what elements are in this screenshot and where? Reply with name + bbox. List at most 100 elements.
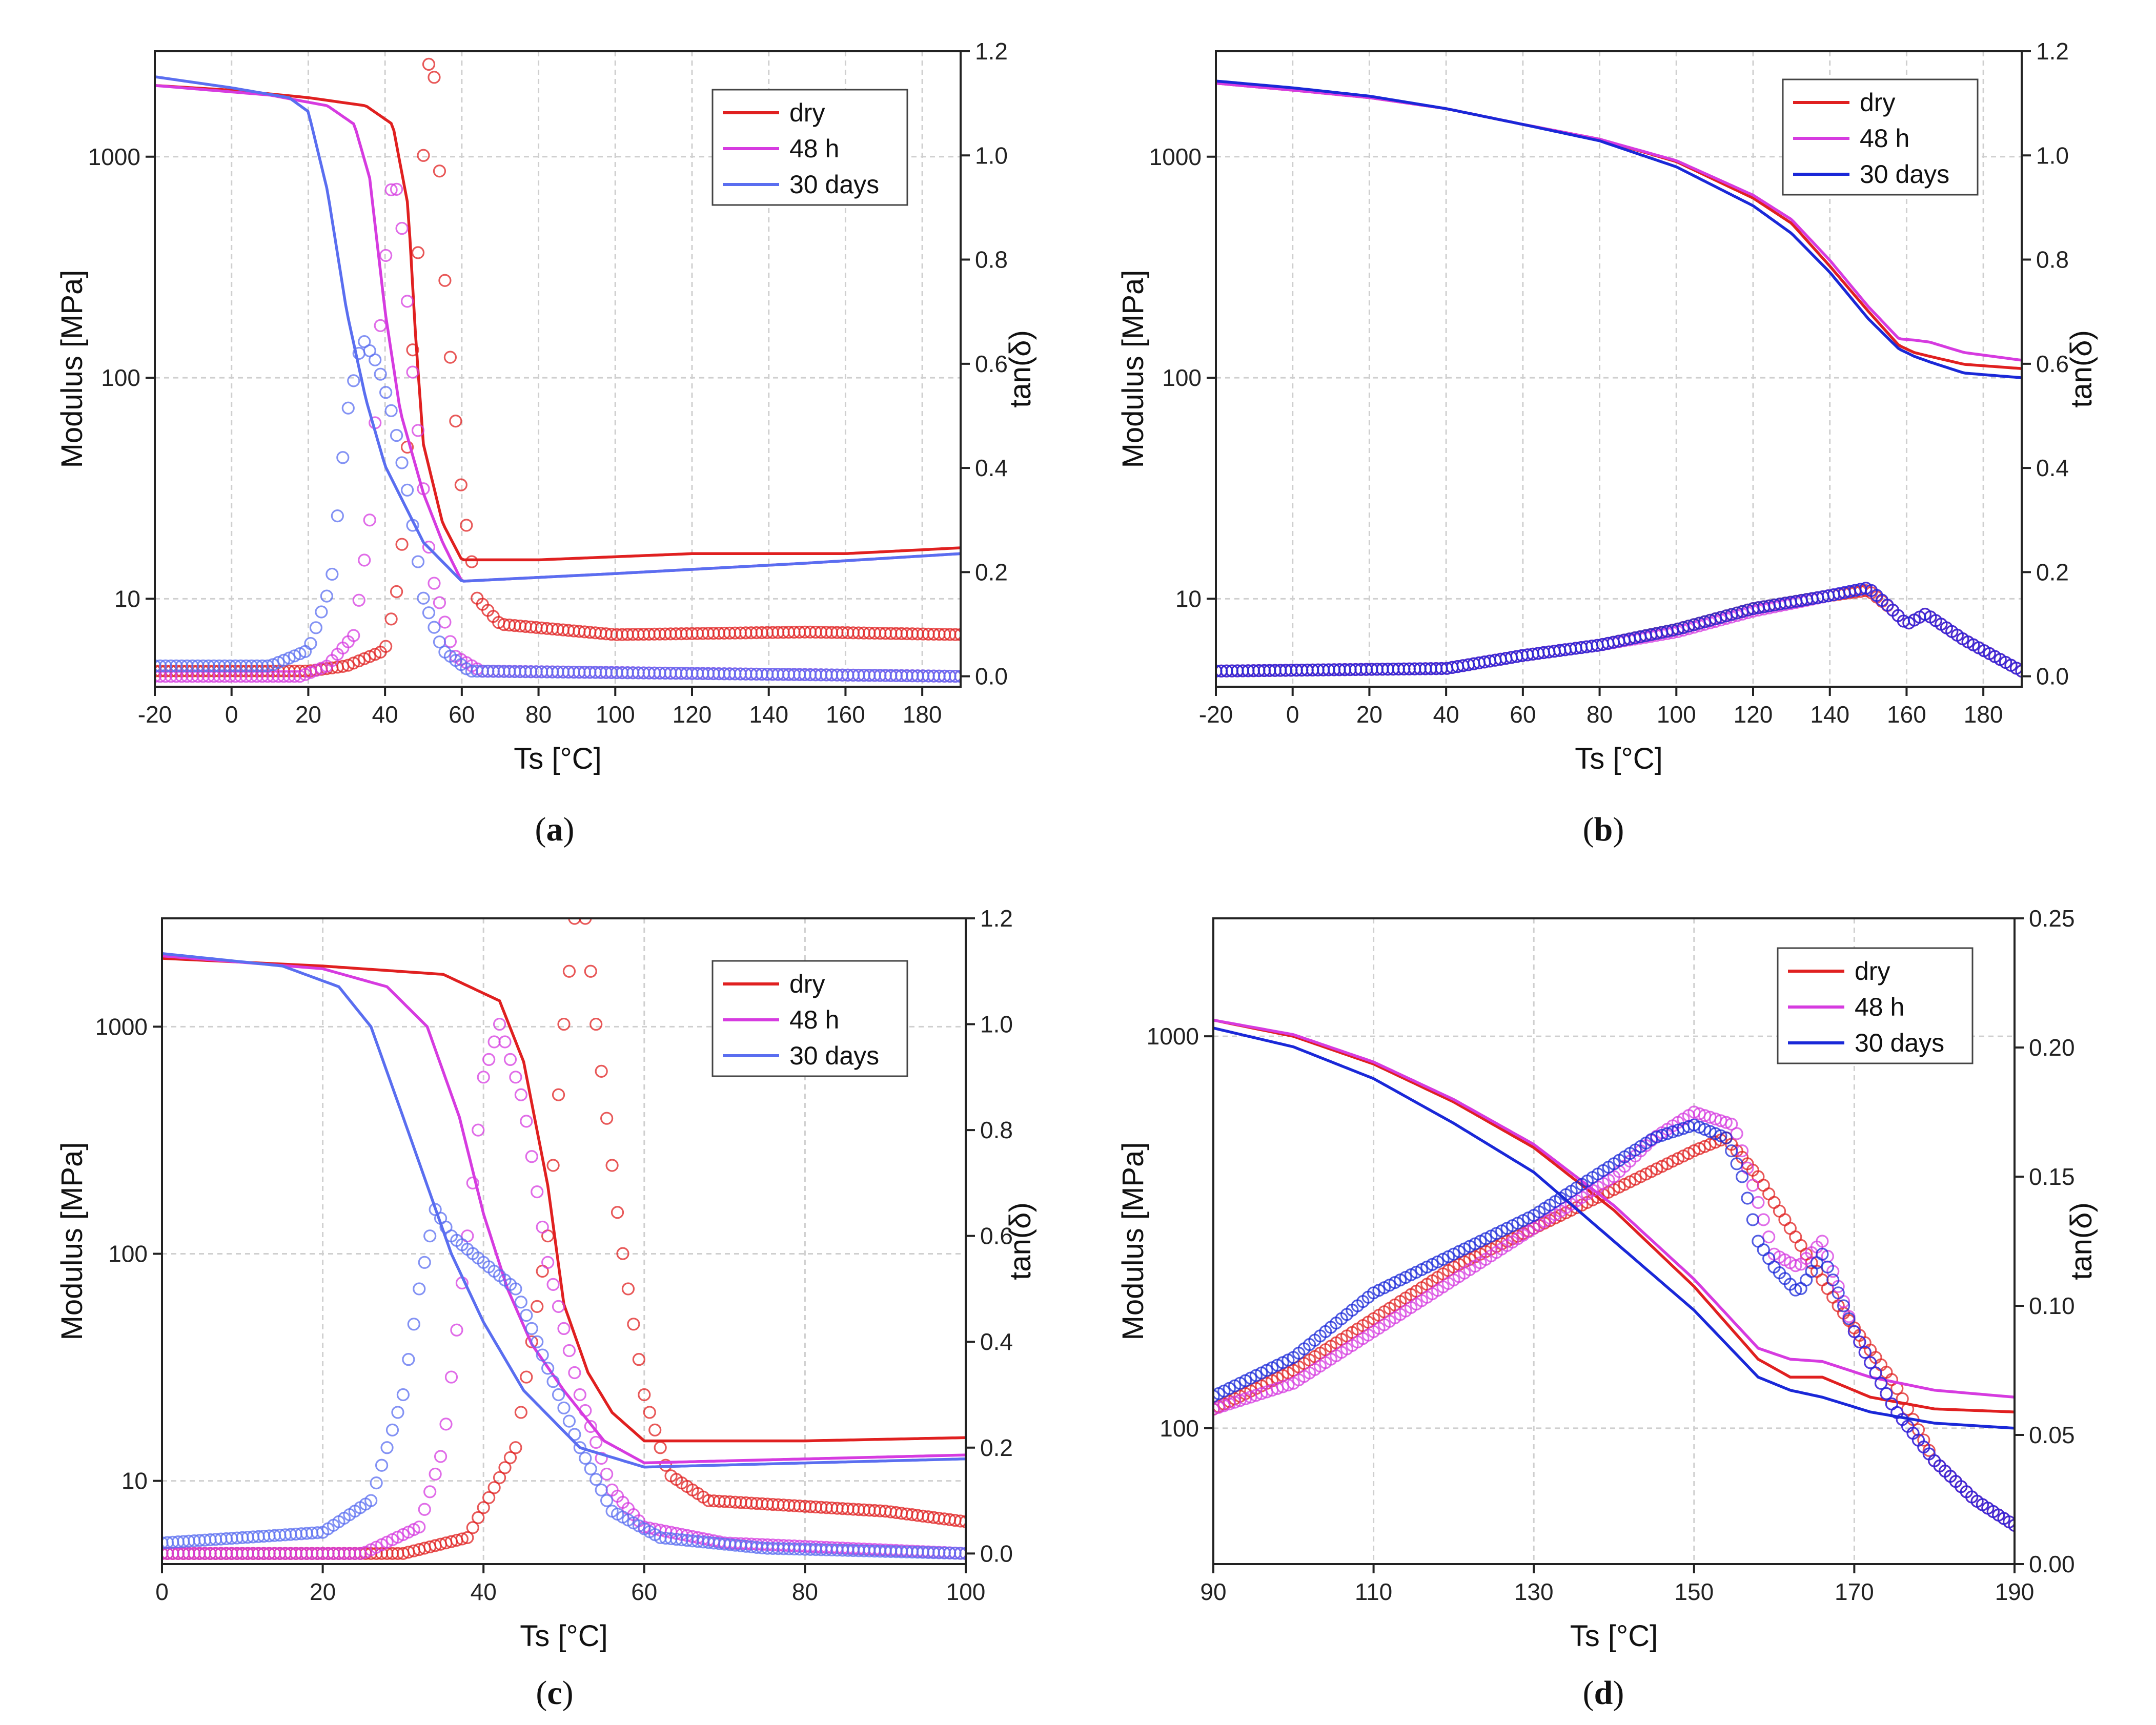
caption-letter: a <box>546 811 563 848</box>
tan-delta-point <box>438 615 452 629</box>
tan-delta-point <box>1730 1127 1743 1140</box>
tan-delta-point <box>536 1348 549 1362</box>
plot-frame <box>1215 50 2023 688</box>
tan-delta-point <box>455 1532 469 1546</box>
tan-delta-point <box>1917 1433 1930 1447</box>
tan-delta-point <box>953 1547 966 1560</box>
y2-tick-label: 0.2 <box>980 1434 1013 1461</box>
x-axis-title: Ts [°C] <box>520 1619 607 1653</box>
y2-tick-label: 0.0 <box>980 1540 1013 1567</box>
tan-delta-point <box>400 483 414 497</box>
y-tick-label: 100 <box>108 1241 148 1267</box>
tan-delta-point <box>487 1481 501 1494</box>
series-48-h <box>1213 1018 2015 1532</box>
x-tick-label: -20 <box>1199 701 1233 728</box>
x-axis-title: Ts [°C] <box>1575 742 1662 775</box>
y2-tick-label: 0.4 <box>975 455 1008 481</box>
legend-label: dry <box>789 98 825 127</box>
y2-axis-title: tan(δ) <box>2065 330 2098 408</box>
panel-caption: (a) <box>535 811 575 848</box>
y2-tick-label: 0.6 <box>975 351 1008 377</box>
tan-delta-point <box>600 1112 614 1125</box>
x-tick-label: 20 <box>1356 701 1382 728</box>
tan-delta-point <box>417 149 430 162</box>
x-tick-label: 100 <box>1657 701 1696 728</box>
tan-delta-point <box>1741 1192 1754 1205</box>
tan-delta-point <box>487 1035 501 1049</box>
tan-delta-point <box>477 1071 490 1084</box>
tan-delta-point <box>384 183 398 196</box>
y-tick-label: 1000 <box>88 143 140 170</box>
tan-delta-point <box>304 637 317 650</box>
tan-delta-point <box>439 1418 453 1431</box>
y2-tick-label: 1.2 <box>2036 38 2069 65</box>
y2-tick-label: 0.25 <box>2029 905 2075 932</box>
tan-delta-point <box>525 1322 538 1336</box>
tan-delta-point <box>574 860 585 871</box>
chart-panel-b: -20 0 20 40 60 80 100 120 140 160 180 10 100 1000 0.0 0… <box>1116 38 2098 848</box>
caption-letter: b <box>1594 811 1613 848</box>
plot-frame <box>1212 917 2016 1565</box>
tan-delta-point <box>449 415 462 428</box>
tan-delta-point <box>2015 664 2022 678</box>
tan-delta-point <box>402 1353 415 1366</box>
tan-delta-point <box>369 353 382 366</box>
tan-delta-point <box>948 669 961 683</box>
legend: dry 48 h 30 days <box>1777 947 1974 1064</box>
caption-paren-open: ( <box>1583 1674 1594 1712</box>
y2-tick-label: 0.2 <box>975 559 1008 585</box>
tan-delta-point <box>364 1494 378 1507</box>
tan-delta-point <box>450 1323 463 1337</box>
x-tick-label: 140 <box>749 701 788 728</box>
tan-delta-point <box>595 1483 608 1497</box>
tan-delta-point <box>627 1318 640 1331</box>
y-tick-label: 1000 <box>1149 143 1202 170</box>
modulus-line <box>1216 79 2022 379</box>
tan-delta-point <box>562 1344 576 1358</box>
tan-delta-point <box>611 1206 624 1219</box>
tan-delta-point <box>390 428 403 442</box>
y2-tick-label: 0.10 <box>2029 1292 2075 1319</box>
tan-delta-point <box>584 1420 597 1433</box>
tan-delta-point <box>520 1370 533 1384</box>
tan-delta-point <box>428 621 441 634</box>
y-tick-label: 10 <box>114 585 140 612</box>
plot-data <box>162 860 966 1560</box>
series-30-days <box>162 952 966 1560</box>
caption-letter: d <box>1594 1674 1613 1712</box>
chart-panel-d: 90 110 130 150 170 190 100 1000 0.00 0.05 0.10 0.15… <box>1116 905 2098 1712</box>
legend-label: 30 days <box>789 1041 879 1070</box>
y-tick-label: 10 <box>1175 585 1202 612</box>
x-tick-label: 0 <box>225 701 238 728</box>
tan-delta-point <box>1746 1213 1760 1226</box>
tan-delta-point <box>621 1282 635 1296</box>
y2-axis-title: tan(δ) <box>1004 330 1037 408</box>
tan-delta-point <box>520 1308 533 1322</box>
tan-delta-point <box>509 1441 522 1454</box>
x-tick-label: 170 <box>1835 1578 1874 1605</box>
caption-paren-open: ( <box>536 1674 547 1712</box>
legend-label: 30 days <box>1855 1029 1944 1057</box>
tan-delta-point <box>1282 1378 1295 1392</box>
tan-delta-point <box>552 1300 565 1313</box>
legend: dry 48 h 30 days <box>711 89 908 206</box>
tan-delta-point <box>411 555 425 568</box>
legend-label: 48 h <box>789 1005 839 1034</box>
y2-tick-label: 0.00 <box>2029 1551 2075 1577</box>
tan-delta-point <box>363 514 376 527</box>
tan-delta-point <box>400 295 414 308</box>
tan-delta-point <box>411 424 425 437</box>
tan-delta-point <box>1762 1230 1776 1244</box>
tan-delta-point <box>1719 1116 1733 1129</box>
x-tick-label: 120 <box>1734 701 1773 728</box>
tan-delta-point <box>460 519 473 532</box>
x-tick-label: 60 <box>631 1578 657 1605</box>
tan-delta-point <box>503 1053 517 1066</box>
y2-tick-label: 0.8 <box>975 247 1008 273</box>
y2-tick-label: 1.2 <box>975 38 1008 65</box>
tan-delta-point <box>589 1435 603 1449</box>
tan-delta-point <box>562 964 576 978</box>
tan-delta-point <box>954 670 961 683</box>
tan-delta-point <box>472 1123 485 1137</box>
y-tick-label: 100 <box>101 364 140 391</box>
